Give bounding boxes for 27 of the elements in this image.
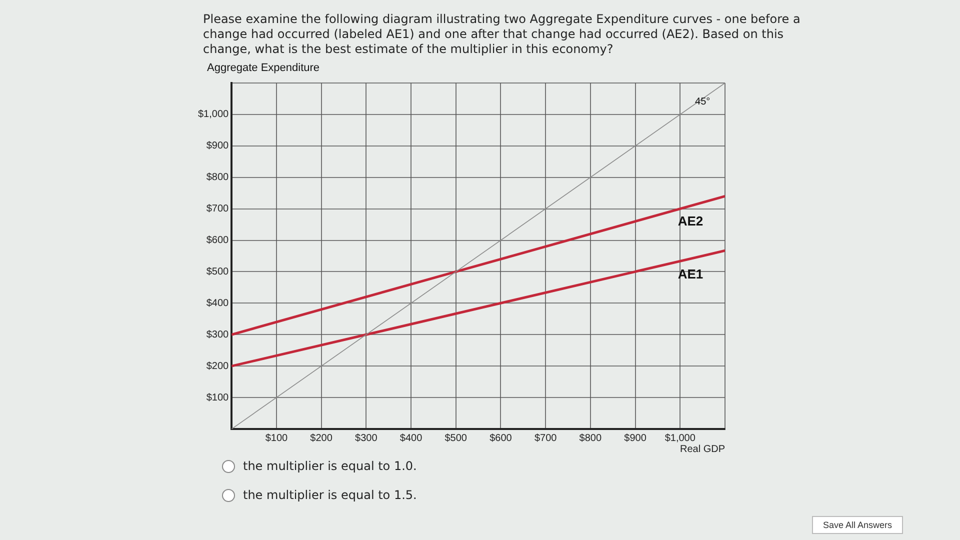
- annotation: 45°: [695, 96, 710, 108]
- text: the multiplier is equal to 1.5.: [243, 488, 417, 502]
- y-tick-label: $200: [206, 360, 230, 372]
- x-tick-label: $300: [355, 432, 378, 444]
- x-tick-label: $600: [490, 432, 512, 444]
- y-tick-label: $800: [206, 172, 230, 184]
- y-axis-title: Aggregate Expenditure: [207, 62, 320, 74]
- text: the multiplier is equal to 1.0.: [243, 459, 417, 473]
- y-tick-label: $900: [206, 140, 230, 152]
- x-tick-label: $500: [444, 432, 468, 444]
- x-tick-label: $100: [265, 432, 288, 444]
- x-tick-label: $800: [579, 432, 602, 444]
- y-tick-label: $600: [206, 235, 230, 246]
- y-tick-label: $500: [206, 266, 230, 278]
- chart-title: Please examine the following diagram illustrating two Aggregate Expenditure curves - one before a change had occurred (labeled AE1) and one after that change had occurred (AE2). Based on this change, what is the best estimate of the multiplier in this economy?: [203, 12, 802, 57]
- y-tick-label: $300: [206, 329, 230, 340]
- y-tick-label: $100: [206, 392, 230, 404]
- x-axis-title: Real GDP: [680, 444, 726, 455]
- y-tick-label: $700: [206, 204, 230, 215]
- x-tick-label: $1,000: [664, 432, 696, 444]
- x-tick-label: $900: [624, 432, 647, 444]
- x-tick-label: $200: [310, 432, 333, 444]
- y-tick-label: $1,000: [198, 109, 230, 120]
- text: Save All Answers: [812, 516, 904, 534]
- y-tick-label: $400: [206, 298, 230, 309]
- x-tick-label: $400: [400, 432, 423, 444]
- x-tick-label: $700: [534, 432, 558, 444]
